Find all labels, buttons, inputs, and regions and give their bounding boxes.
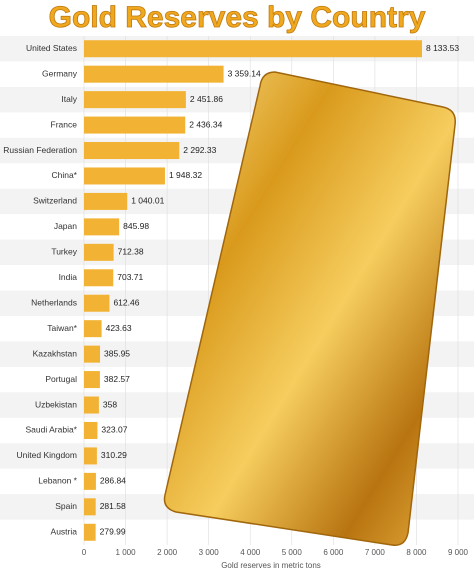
chart-title: Gold Reserves by Country [49, 1, 426, 34]
value-label: 2 292.33 [183, 145, 216, 155]
value-label: 1 948.32 [169, 170, 202, 180]
x-tick-label: 3 000 [199, 548, 220, 557]
bar [84, 192, 128, 210]
y-tick-label: Lebanon * [38, 476, 77, 486]
x-tick-label: 9 000 [448, 548, 469, 557]
value-label: 2 436.34 [189, 119, 222, 129]
bar [84, 294, 110, 312]
bar [84, 269, 114, 287]
value-label: 323.07 [101, 425, 127, 435]
y-tick-label: United Kingdom [17, 450, 77, 460]
y-tick-label: Portugal [45, 374, 77, 384]
bar [84, 40, 422, 58]
bar [84, 345, 101, 363]
x-axis-label: Gold reserves in metric tons [221, 561, 321, 570]
bar [84, 498, 96, 516]
value-label: 845.98 [123, 221, 149, 231]
y-tick-label: Kazakhstan [33, 348, 78, 358]
y-tick-label: Austria [51, 527, 78, 537]
y-tick-label: Russian Federation [3, 145, 77, 155]
value-label: 423.63 [106, 323, 132, 333]
value-label: 279.99 [100, 527, 126, 537]
x-tick-label: 7 000 [365, 548, 386, 557]
y-tick-label: China* [51, 170, 77, 180]
y-tick-label: Japan [54, 221, 77, 231]
bar [84, 396, 99, 414]
bar [84, 320, 102, 338]
bar [84, 65, 224, 83]
bar [84, 142, 180, 160]
bar [84, 371, 100, 389]
bar [84, 523, 96, 541]
bar [84, 472, 96, 490]
x-tick-label: 2 000 [157, 548, 178, 557]
value-label: 310.29 [101, 450, 127, 460]
x-tick-label: 1 000 [116, 548, 137, 557]
y-tick-label: India [59, 272, 78, 282]
y-tick-label: Germany [42, 68, 78, 78]
value-label: 281.58 [100, 501, 126, 511]
value-label: 286.84 [100, 476, 126, 486]
x-tick-label: 0 [82, 548, 87, 557]
y-tick-label: United States [26, 43, 77, 53]
y-tick-label: Switzerland [33, 196, 77, 206]
value-label: 703.71 [117, 272, 143, 282]
bar [84, 167, 165, 185]
y-tick-label: Italy [61, 94, 77, 104]
y-tick-label: Saudi Arabia* [25, 425, 77, 435]
y-tick-label: Taiwan* [47, 323, 77, 333]
bar [84, 447, 97, 465]
bar [84, 421, 98, 439]
value-label: 612.46 [113, 297, 139, 307]
value-label: 385.95 [104, 348, 130, 358]
gold-bar-photo [163, 71, 456, 546]
value-label: 3 359.14 [228, 68, 261, 78]
value-label: 1 040.01 [131, 196, 164, 206]
bar [84, 243, 114, 261]
bar [84, 218, 120, 236]
x-tick-label: 6 000 [323, 548, 344, 557]
y-tick-label: Spain [55, 501, 77, 511]
y-tick-label: Netherlands [31, 297, 77, 307]
value-label: 712.38 [118, 247, 144, 257]
y-tick-label: Turkey [51, 247, 77, 257]
value-label: 358 [103, 399, 117, 409]
bar [84, 116, 186, 134]
y-tick-label: France [51, 119, 78, 129]
value-label: 382.57 [104, 374, 130, 384]
x-tick-label: 8 000 [406, 548, 427, 557]
x-tick-label: 5 000 [282, 548, 303, 557]
x-tick-label: 4 000 [240, 548, 261, 557]
bar [84, 91, 186, 109]
value-label: 2 451.86 [190, 94, 223, 104]
y-tick-label: Uzbekistan [35, 399, 77, 409]
value-label: 8 133.53 [426, 43, 459, 53]
